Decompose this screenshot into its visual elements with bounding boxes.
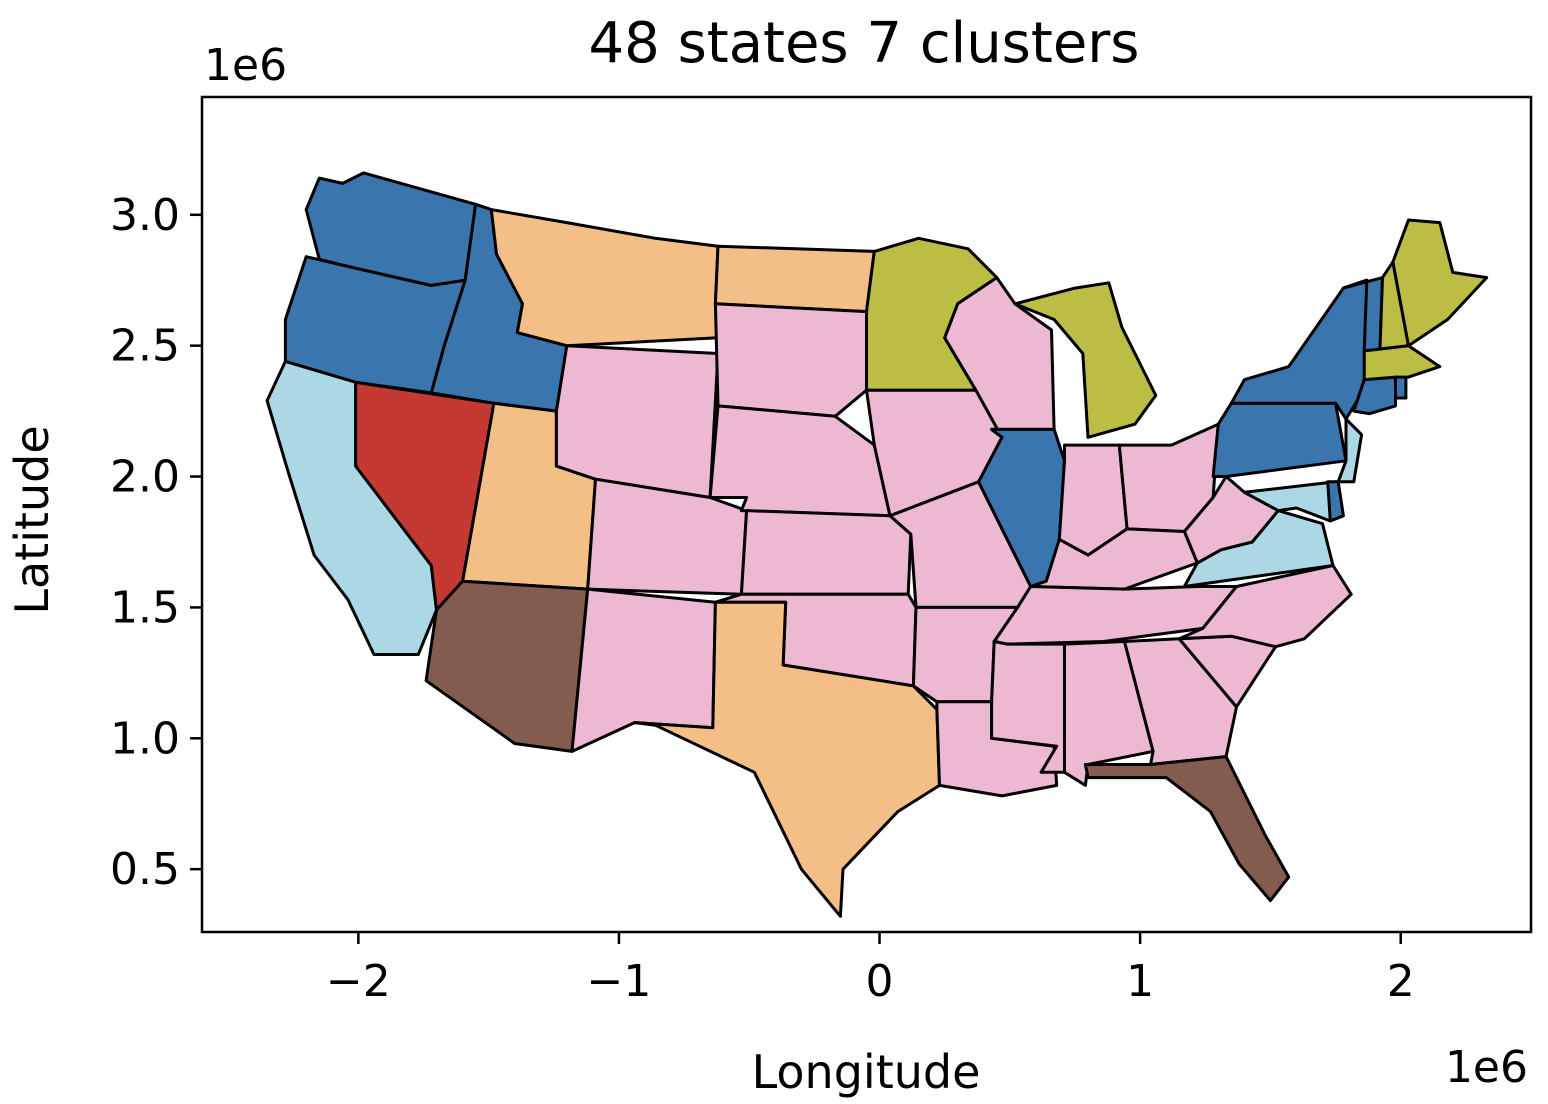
state-pennsylvania (1211, 401, 1348, 478)
state-wyoming (554, 344, 720, 499)
x-tick-label: 0 (866, 956, 894, 1007)
state-south-dakota (713, 302, 868, 418)
y-tick-label: 1.0 (110, 713, 180, 764)
x-tick-label: 1 (1126, 956, 1154, 1007)
state-florida (1083, 755, 1291, 903)
state-massachusetts (1362, 344, 1442, 382)
chart-title: 48 states 7 clusters (589, 11, 1140, 76)
y-tick-label: 0.5 (110, 844, 180, 895)
x-tick-label: 2 (1387, 956, 1415, 1007)
x-tick-label: −1 (587, 956, 652, 1007)
state-regions (265, 171, 1489, 918)
y-tick-label: 1.5 (110, 582, 180, 633)
y-tick-label: 2.0 (110, 452, 180, 503)
x-axis-offset-label: 1e6 (1445, 1042, 1528, 1093)
y-axis-offset-label: 1e6 (204, 40, 287, 91)
x-tick-label: −2 (326, 956, 391, 1007)
plot-area (200, 95, 1533, 934)
state-new-york (1229, 278, 1369, 421)
y-tick-label: 3.0 (110, 190, 180, 241)
state-north-carolina (1177, 564, 1353, 649)
y-axis-label: Latitude (5, 425, 59, 614)
y-axis-ticks: 0.5 1.0 1.5 2.0 2.5 3.0 (110, 190, 202, 895)
state-maine (1391, 218, 1489, 348)
state-north-dakota (713, 244, 876, 314)
x-axis-label: Longitude (752, 1045, 981, 1099)
state-maryland (1242, 480, 1338, 523)
axes-frame (200, 95, 1533, 934)
state-michigan (1013, 281, 1158, 439)
y-tick-label: 2.5 (110, 321, 180, 372)
state-arizona (424, 579, 590, 753)
state-rhode-island (1394, 375, 1408, 400)
state-kansas (739, 509, 913, 596)
state-connecticut (1352, 375, 1397, 416)
state-texas (633, 600, 941, 918)
state-new-jersey (1336, 417, 1364, 484)
state-montana (489, 208, 720, 348)
state-delaware (1326, 480, 1345, 523)
state-nebraska (708, 404, 892, 518)
x-axis-ticks: −2 −1 0 1 2 (326, 932, 1415, 1007)
